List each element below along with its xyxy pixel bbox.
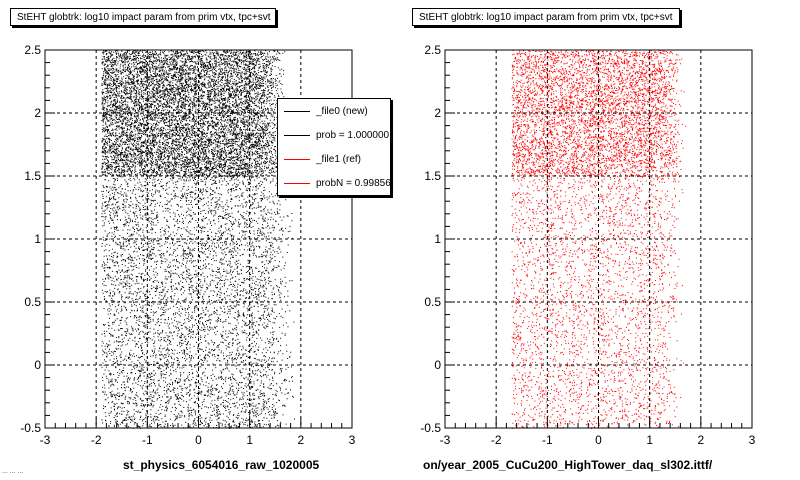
y-tick-label: 2 [434, 106, 441, 120]
x-axis-label-right: on/year_2005_CuCu200_HighTower_daq_sl302… [423, 458, 713, 472]
y-tick-label: 2.5 [24, 43, 41, 57]
x-tick-label: 3 [749, 433, 756, 447]
legend-label: probN = 0.998569 [316, 177, 391, 189]
y-tick-label: -0.5 [20, 421, 41, 435]
legend-line-icon [284, 182, 310, 184]
x-axis-label-left: st_physics_6054016_raw_1020005 [123, 458, 320, 472]
x-tick-label: 2 [297, 433, 304, 447]
y-tick-label: 0 [34, 358, 41, 372]
scatter-points [511, 50, 687, 429]
x-tick-label: -2 [491, 433, 502, 447]
legend-entry: prob = 1.000000 [278, 123, 390, 147]
x-tick-label: 3 [349, 433, 356, 447]
y-tick-label: 2.5 [424, 43, 441, 57]
legend-line-icon [284, 110, 310, 112]
legend-line-icon [284, 134, 310, 136]
scatter-plot-left: -3 -2 -1 0 1 2 3 -0.5 0 0.5 1 1.5 2 2.5 [20, 43, 356, 447]
x-tick-label: -3 [40, 433, 51, 447]
x-tick-label: 0 [195, 433, 202, 447]
legend-line-icon [284, 158, 310, 160]
legend: _file0 (new) prob = 1.000000 _file1 (ref… [277, 98, 391, 196]
legend-label: _file0 (new) [316, 105, 368, 117]
chart-title-right: StEHT globtrk: log10 impact param from p… [412, 8, 680, 26]
axes [44, 49, 353, 429]
legend-entry: _file0 (new) [278, 99, 390, 123]
y-tick-label: 0.5 [24, 295, 41, 309]
y-tick-label: 2 [34, 106, 41, 120]
x-tick-label: -1 [142, 433, 153, 447]
y-tick-label: 0 [434, 358, 441, 372]
x-tick-label: 0 [595, 433, 602, 447]
legend-entry: _file1 (ref) [278, 147, 390, 171]
x-tick-label: -2 [91, 433, 102, 447]
grid [445, 50, 752, 428]
chart-title-left: StEHT globtrk: log10 impact param from p… [10, 8, 276, 26]
y-tick-label: -0.5 [420, 421, 441, 435]
axes [444, 49, 753, 429]
y-tick-label: 1 [34, 232, 41, 246]
y-tick-label: 1.5 [424, 169, 441, 183]
x-tick-label: 1 [646, 433, 653, 447]
footer-text: ... ... ... [2, 468, 24, 475]
legend-label: _file1 (ref) [316, 153, 362, 165]
y-tick-label: 1.5 [24, 169, 41, 183]
x-tick-label: 2 [697, 433, 704, 447]
x-tick-label: -3 [440, 433, 451, 447]
x-tick-label: -1 [542, 433, 553, 447]
legend-entry: probN = 0.998569 [278, 171, 391, 195]
scatter-point-cloud [511, 50, 687, 177]
y-tick-label: 1 [434, 232, 441, 246]
x-tick-label: 1 [246, 433, 253, 447]
y-tick-label: 0.5 [424, 295, 441, 309]
legend-label: prob = 1.000000 [316, 129, 390, 141]
scatter-plot-right: -3 -2 -1 0 1 2 3 -0.5 0 0.5 1 1.5 2 2.5 [420, 43, 756, 447]
